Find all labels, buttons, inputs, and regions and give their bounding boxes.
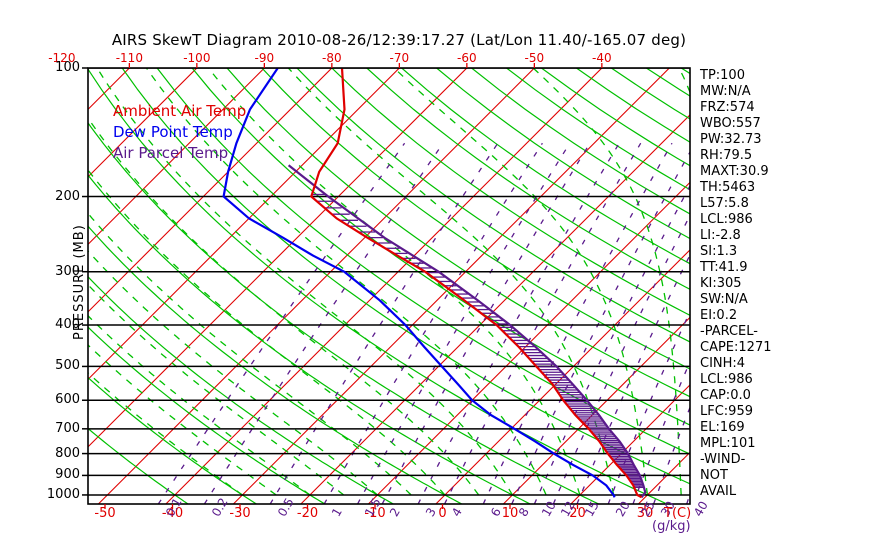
bottom-temp-tick-label: 0 (438, 506, 447, 521)
top-temp-tick-label: -60 (457, 51, 477, 65)
sounding-parameter: TT:41.9 (700, 260, 748, 275)
sounding-parameter: LCL:986 (700, 372, 753, 387)
bottom-temp-tick-label: 20 (569, 506, 586, 521)
sounding-parameter: FRZ:574 (700, 100, 755, 115)
top-temp-tick-label: -50 (524, 51, 545, 65)
sounding-parameter: PW:32.73 (700, 132, 762, 147)
top-temp-tick-label: -100 (183, 51, 211, 65)
plot-border (87, 67, 691, 505)
sounding-parameter: CINH:4 (700, 356, 746, 371)
sounding-parameter: KI:305 (700, 276, 742, 291)
sounding-parameter: LI:-2.8 (700, 228, 741, 243)
sounding-parameter: WBO:557 (700, 116, 761, 131)
page-title: AIRS SkewT Diagram 2010-08-26/12:39:17.2… (0, 31, 870, 49)
sounding-parameter: MAXT:30.9 (700, 164, 769, 179)
top-temp-tick-label: -120 (48, 51, 76, 65)
bottom-temp-tick-label: -10 (364, 506, 386, 521)
page-title-text: AIRS SkewT Diagram 2010-08-26/12:39:17.2… (111, 31, 687, 49)
isobar-lines (88, 68, 690, 496)
bottom-temp-tick-label: 30 (636, 506, 654, 521)
legend-dew-point-temp: Dew Point Temp (113, 123, 233, 141)
bottom-temp-tick-label: -50 (94, 506, 116, 521)
pressure-tick-label: 800 (55, 445, 80, 461)
sounding-parameter: TP:100 (700, 68, 745, 83)
top-temp-tick-label: -80 (322, 51, 342, 65)
pressure-tick-label: 200 (55, 188, 80, 204)
sounding-parameter: NOT (700, 468, 728, 483)
top-temp-tick-label: -110 (115, 51, 143, 65)
sounding-parameter: MW:N/A (700, 84, 751, 99)
sounding-parameter: SW:N/A (700, 292, 748, 307)
temperature-axis-title: T(C) (664, 506, 692, 521)
air-parcel-temp-curve (287, 164, 647, 498)
mixing-ratio-axis-title: (g/kg) (652, 519, 691, 534)
sounding-parameter: CAP:0.0 (700, 388, 751, 403)
bottom-temp-tick-label: -30 (229, 506, 251, 521)
sounding-parameter: -WIND- (700, 452, 746, 467)
sounding-parameter: AVAIL (700, 484, 737, 499)
pressure-tick-label: 100 (55, 60, 80, 75)
sounding-parameter: LCL:986 (700, 212, 753, 227)
pressure-tick-label: 1000 (46, 486, 80, 502)
sounding-parameter: L57:5.8 (700, 196, 749, 211)
sounding-parameter: EL:169 (700, 420, 745, 435)
sounding-parameter: EI:0.2 (700, 308, 738, 323)
sounding-data (222, 68, 647, 499)
sounding-parameter: LFC:959 (700, 404, 753, 419)
top-temp-tick-label: -90 (254, 51, 275, 65)
dew-point-temp-curve (222, 68, 616, 498)
ambient-air-temp-curve (310, 68, 643, 499)
pressure-tick-label: 700 (55, 420, 80, 436)
bottom-temp-tick-label: 10 (501, 506, 519, 521)
top-temp-tick-label: -40 (592, 51, 612, 65)
sounding-parameter: SI:1.3 (700, 244, 738, 259)
pressure-tick-label: 600 (55, 392, 80, 408)
axis-ticks (82, 63, 646, 509)
pressure-tick-label: 500 (55, 358, 80, 374)
sounding-parameters-panel: TP:100 MW:N/A FRZ:574 WBO:557 PW:32.73 RH:79.… (700, 68, 865, 500)
grid-lines (88, 68, 690, 504)
legend-air-parcel-temp: Air Parcel Temp (113, 144, 229, 162)
pressure-tick-label: 900 (55, 467, 80, 483)
bottom-temp-tick-label: -20 (296, 506, 319, 521)
cape-shaded-area (311, 186, 644, 489)
bottom-temp-tick-label: -40 (161, 506, 184, 521)
pressure-tick-label: 300 (55, 263, 80, 279)
pressure-axis-title: PRESSURE (MB) (72, 224, 87, 340)
top-temp-tick-label: -70 (389, 51, 410, 65)
legend-ambient-air-temp: Ambient Air Temp (113, 102, 247, 120)
pressure-tick-label: 400 (55, 317, 80, 333)
sounding-parameter: -PARCEL- (700, 324, 758, 339)
sounding-parameter: CAPE:1271 (700, 340, 772, 355)
sounding-parameter: TH:5463 (700, 180, 756, 195)
sounding-parameter: MPL:101 (700, 436, 756, 451)
sounding-parameter: RH:79.5 (700, 148, 753, 163)
